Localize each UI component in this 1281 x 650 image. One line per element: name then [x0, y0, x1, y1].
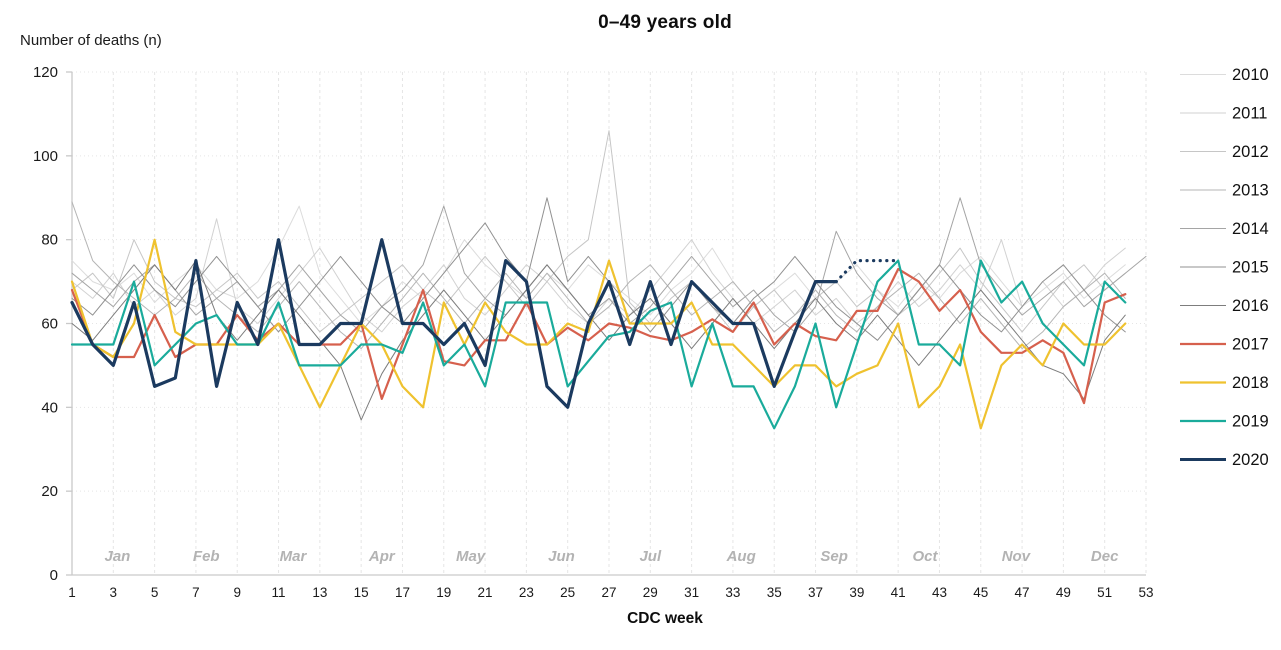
legend-label-2015: 2015 — [1232, 259, 1269, 277]
legend-item-2015: 2015 — [1180, 259, 1269, 277]
legend-item-2011: 2011 — [1180, 105, 1267, 123]
x-tick-label: 13 — [312, 585, 327, 600]
month-label-nov: Nov — [1002, 548, 1032, 565]
x-tick-label: 21 — [478, 585, 493, 600]
x-tick-label: 9 — [233, 585, 241, 600]
series-line-2020-provisional-dotted — [834, 259, 900, 284]
month-label-jun: Jun — [548, 548, 575, 565]
series-2017 — [70, 267, 1127, 405]
legend-label-2019: 2019 — [1232, 413, 1269, 431]
legend-item-2014: 2014 — [1180, 220, 1269, 238]
series-line-2015 — [71, 197, 1126, 341]
y-tick-label: 0 — [50, 567, 58, 584]
x-tick-label: 11 — [272, 585, 286, 600]
x-tick-label: 39 — [849, 585, 864, 600]
y-tick-label: 100 — [33, 148, 58, 165]
series-line-2016 — [71, 260, 1126, 421]
series-2012 — [71, 130, 1126, 333]
legend-label-2016: 2016 — [1232, 297, 1269, 315]
y-tick-label: 120 — [33, 64, 58, 81]
legend-label-2010: 2010 — [1232, 66, 1269, 84]
legend-item-2017: 2017 — [1180, 336, 1269, 354]
y-tick-label: 20 — [41, 483, 58, 500]
month-label-jan: Jan — [105, 548, 131, 565]
chart-title: 0–49 years old — [598, 12, 732, 33]
legend-label-2017: 2017 — [1232, 336, 1269, 354]
series-2016 — [71, 260, 1126, 421]
legend-item-2018: 2018 — [1180, 374, 1269, 392]
legend-item-2020: 2020 — [1180, 451, 1269, 469]
x-tick-label: 33 — [725, 585, 740, 600]
legend-item-2013: 2013 — [1180, 182, 1269, 200]
legend-item-2019: 2019 — [1180, 413, 1269, 431]
x-tick-label: 31 — [684, 585, 699, 600]
series-2020 — [70, 238, 900, 409]
series-line-2019 — [70, 259, 1127, 430]
x-tick-label: 45 — [973, 585, 988, 600]
y-axis-title: Number of deaths (n) — [20, 32, 162, 49]
x-tick-label: 49 — [1056, 585, 1071, 600]
month-label-dec: Dec — [1091, 548, 1119, 565]
x-axis-title: CDC week — [627, 610, 703, 627]
month-label-oct: Oct — [912, 548, 938, 565]
series-2015 — [71, 197, 1126, 341]
month-label-sep: Sep — [820, 548, 848, 565]
legend-label-2018: 2018 — [1232, 374, 1269, 392]
x-tick-label: 25 — [560, 585, 575, 600]
x-tick-label: 19 — [436, 585, 451, 600]
month-label-mar: Mar — [280, 548, 308, 565]
legend-label-2011: 2011 — [1232, 105, 1267, 123]
legend-label-2020: 2020 — [1232, 451, 1269, 469]
x-tick-label: 15 — [354, 585, 369, 600]
legend-label-2012: 2012 — [1232, 143, 1269, 161]
y-tick-label: 60 — [41, 316, 58, 333]
month-label-apr: Apr — [368, 548, 396, 565]
x-tick-label: 41 — [891, 585, 906, 600]
legend-label-2013: 2013 — [1232, 182, 1269, 200]
legend-item-2010: 2010 — [1180, 66, 1269, 84]
x-tick-label: 35 — [767, 585, 782, 600]
y-tick-label: 80 — [41, 232, 58, 249]
month-labels: Jan Feb Mar Apr May Jun Jul Aug Sep Oct Nov Dec — [105, 548, 1120, 565]
x-tick-label: 43 — [932, 585, 947, 600]
legend: 2010 2011 2012 2013 2014 2015 2016 2017 2018 2019… — [1180, 66, 1269, 469]
x-tick-label: 51 — [1097, 585, 1112, 600]
x-tick-label: 27 — [601, 585, 616, 600]
month-label-feb: Feb — [193, 548, 220, 565]
x-tick-label: 53 — [1138, 585, 1153, 600]
x-tick-label: 37 — [808, 585, 823, 600]
legend-item-2012: 2012 — [1180, 143, 1269, 161]
x-tick-label: 7 — [192, 585, 200, 600]
x-tick-label: 23 — [519, 585, 534, 600]
x-tick-label: 5 — [151, 585, 159, 600]
series-line-2012 — [71, 130, 1126, 333]
x-tick-label: 1 — [68, 585, 76, 600]
month-label-jul: Jul — [639, 548, 662, 565]
x-tick-label: 3 — [110, 585, 118, 600]
series-2019 — [70, 259, 1127, 430]
series-2010 — [71, 205, 1126, 324]
x-tick-label: 47 — [1015, 585, 1030, 600]
month-label-may: May — [456, 548, 486, 565]
x-tick-label: 29 — [643, 585, 658, 600]
month-label-aug: Aug — [726, 548, 756, 565]
x-tick-label: 17 — [395, 585, 410, 600]
series-line-2020 — [70, 238, 838, 409]
legend-label-2014: 2014 — [1232, 220, 1269, 238]
legend-item-2016: 2016 — [1180, 297, 1269, 315]
series-line-2017 — [70, 267, 1127, 405]
series-line-2010 — [71, 205, 1126, 324]
y-tick-label: 40 — [41, 399, 58, 416]
